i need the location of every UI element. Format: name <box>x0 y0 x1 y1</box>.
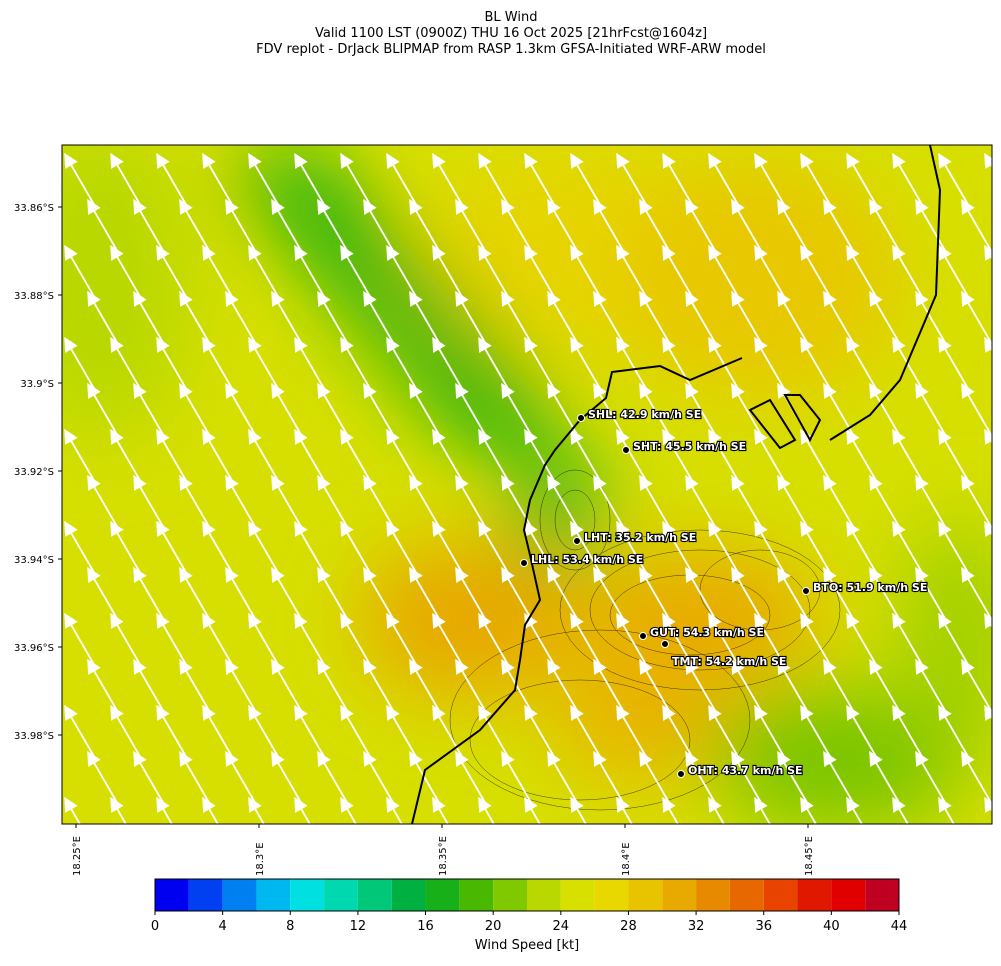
colorbar-tick-label: 16 <box>417 919 434 934</box>
colorbar-segment <box>797 879 832 911</box>
title-line: FDV replot - DrJack BLIPMAP from RASP 1.… <box>256 42 766 57</box>
colorbar-segment <box>865 879 899 911</box>
lat-tick-label: 33.88°S <box>14 291 54 302</box>
colorbar-label: Wind Speed [kt] <box>475 938 579 953</box>
lon-tick-label: 18.4°E <box>621 842 632 876</box>
colorbar-segment <box>357 879 392 911</box>
station-dot <box>573 537 581 545</box>
colorbar-tick-label: 32 <box>688 919 705 934</box>
wind-arrow <box>754 796 771 824</box>
station-label: BTO: 51.9 km/h SE <box>813 581 927 594</box>
colorbar-segment <box>391 879 426 911</box>
wind-arrow <box>156 796 173 824</box>
colorbar-segment <box>222 879 257 911</box>
colorbar-segment <box>628 879 663 911</box>
wind-arrow <box>984 520 992 537</box>
colorbar-tick-label: 20 <box>485 919 502 934</box>
station-label: OHT: 43.7 km/h SE <box>688 764 803 777</box>
colorbar-segment <box>763 879 798 911</box>
lat-tick-label: 33.9°S <box>20 379 54 390</box>
colorbar-segment <box>290 879 325 911</box>
wind-arrow <box>248 796 265 824</box>
wind-arrow <box>478 796 495 824</box>
station-dot <box>661 640 669 648</box>
colorbar-tick-label: 24 <box>553 919 570 934</box>
wind-arrow <box>110 796 127 824</box>
station-dot <box>677 770 685 778</box>
station-label: LHL: 53.4 km/h SE <box>531 553 643 566</box>
wind-arrow <box>984 152 992 169</box>
lat-tick-label: 33.96°S <box>14 643 54 654</box>
colorbar-tick-label: 0 <box>151 919 159 934</box>
colorbar-segment <box>729 879 764 911</box>
station-dot <box>639 632 647 640</box>
wind-arrow <box>984 612 992 629</box>
station-dot <box>520 559 528 567</box>
station-dot <box>622 446 630 454</box>
wind-arrow <box>616 796 633 824</box>
wind-arrow <box>846 796 863 824</box>
station-label: SHT: 45.5 km/h SE <box>633 440 746 453</box>
wind-arrow <box>64 796 81 824</box>
colorbar-segment <box>256 879 291 911</box>
map-frame <box>61 144 993 825</box>
colorbar-segment <box>527 879 561 911</box>
wind-arrow <box>202 796 219 824</box>
colorbar-tick-label: 44 <box>891 919 908 934</box>
colorbar-segment <box>188 879 223 911</box>
lon-tick-label: 18.35°E <box>438 836 449 876</box>
colorbar-segment <box>662 879 697 911</box>
station-label: SHL: 42.9 km/h SE <box>588 408 701 421</box>
colorbar-tick-label: 40 <box>823 919 840 934</box>
colorbar-tick-label: 12 <box>350 919 367 934</box>
colorbar-tick-label: 4 <box>218 919 226 934</box>
colorbar-tick-label: 28 <box>620 919 637 934</box>
station-label: GUT: 54.3 km/h SE <box>650 626 764 639</box>
wind-arrow <box>708 796 725 824</box>
lon-tick-label: 18.3°E <box>255 842 266 876</box>
lat-tick-label: 33.86°S <box>14 203 54 214</box>
wind-arrow <box>938 796 955 824</box>
wind-arrow <box>662 796 679 824</box>
colorbar-segment <box>831 879 866 911</box>
colorbar-tick-label: 36 <box>755 919 772 934</box>
wind-arrow <box>524 796 541 824</box>
colorbar-tick-label: 8 <box>286 919 294 934</box>
lon-tick-label: 18.45°E <box>804 836 815 876</box>
title-line: BL Wind <box>485 10 538 25</box>
wind-arrow <box>984 336 992 353</box>
station-label: LHT: 35.2 km/h SE <box>584 531 696 544</box>
lat-tick-label: 33.98°S <box>14 731 54 742</box>
wind-arrow <box>984 428 992 445</box>
wind-arrow <box>432 796 449 824</box>
station-dot <box>577 414 585 422</box>
lat-tick-label: 33.94°S <box>14 555 54 566</box>
wind-arrow <box>984 796 992 813</box>
station-label: TMT: 54.2 km/h SE <box>672 655 786 668</box>
colorbar-segment <box>324 879 358 911</box>
wind-arrow <box>984 704 992 721</box>
wind-arrow <box>984 244 992 261</box>
colorbar-segment <box>425 879 460 911</box>
colorbar-segment <box>459 879 494 911</box>
lat-tick-label: 33.92°S <box>14 467 54 478</box>
map-field <box>62 145 992 824</box>
wind-arrow <box>294 796 311 824</box>
colorbar-segment <box>594 879 629 911</box>
wind-arrow <box>340 796 357 824</box>
wind-arrow <box>892 796 909 824</box>
title-line: Valid 1100 LST (0900Z) THU 16 Oct 2025 [… <box>315 26 707 41</box>
colorbar-frame <box>154 878 900 912</box>
colorbar-segment <box>155 879 189 911</box>
colorbar-segment <box>560 879 595 911</box>
wind-arrow <box>386 796 403 824</box>
colorbar-segment <box>493 879 527 911</box>
lon-tick-label: 18.25°E <box>72 836 83 876</box>
station-dot <box>802 587 810 595</box>
wind-arrow <box>800 796 817 824</box>
wind-arrow <box>570 796 587 824</box>
colorbar-segment <box>696 879 730 911</box>
